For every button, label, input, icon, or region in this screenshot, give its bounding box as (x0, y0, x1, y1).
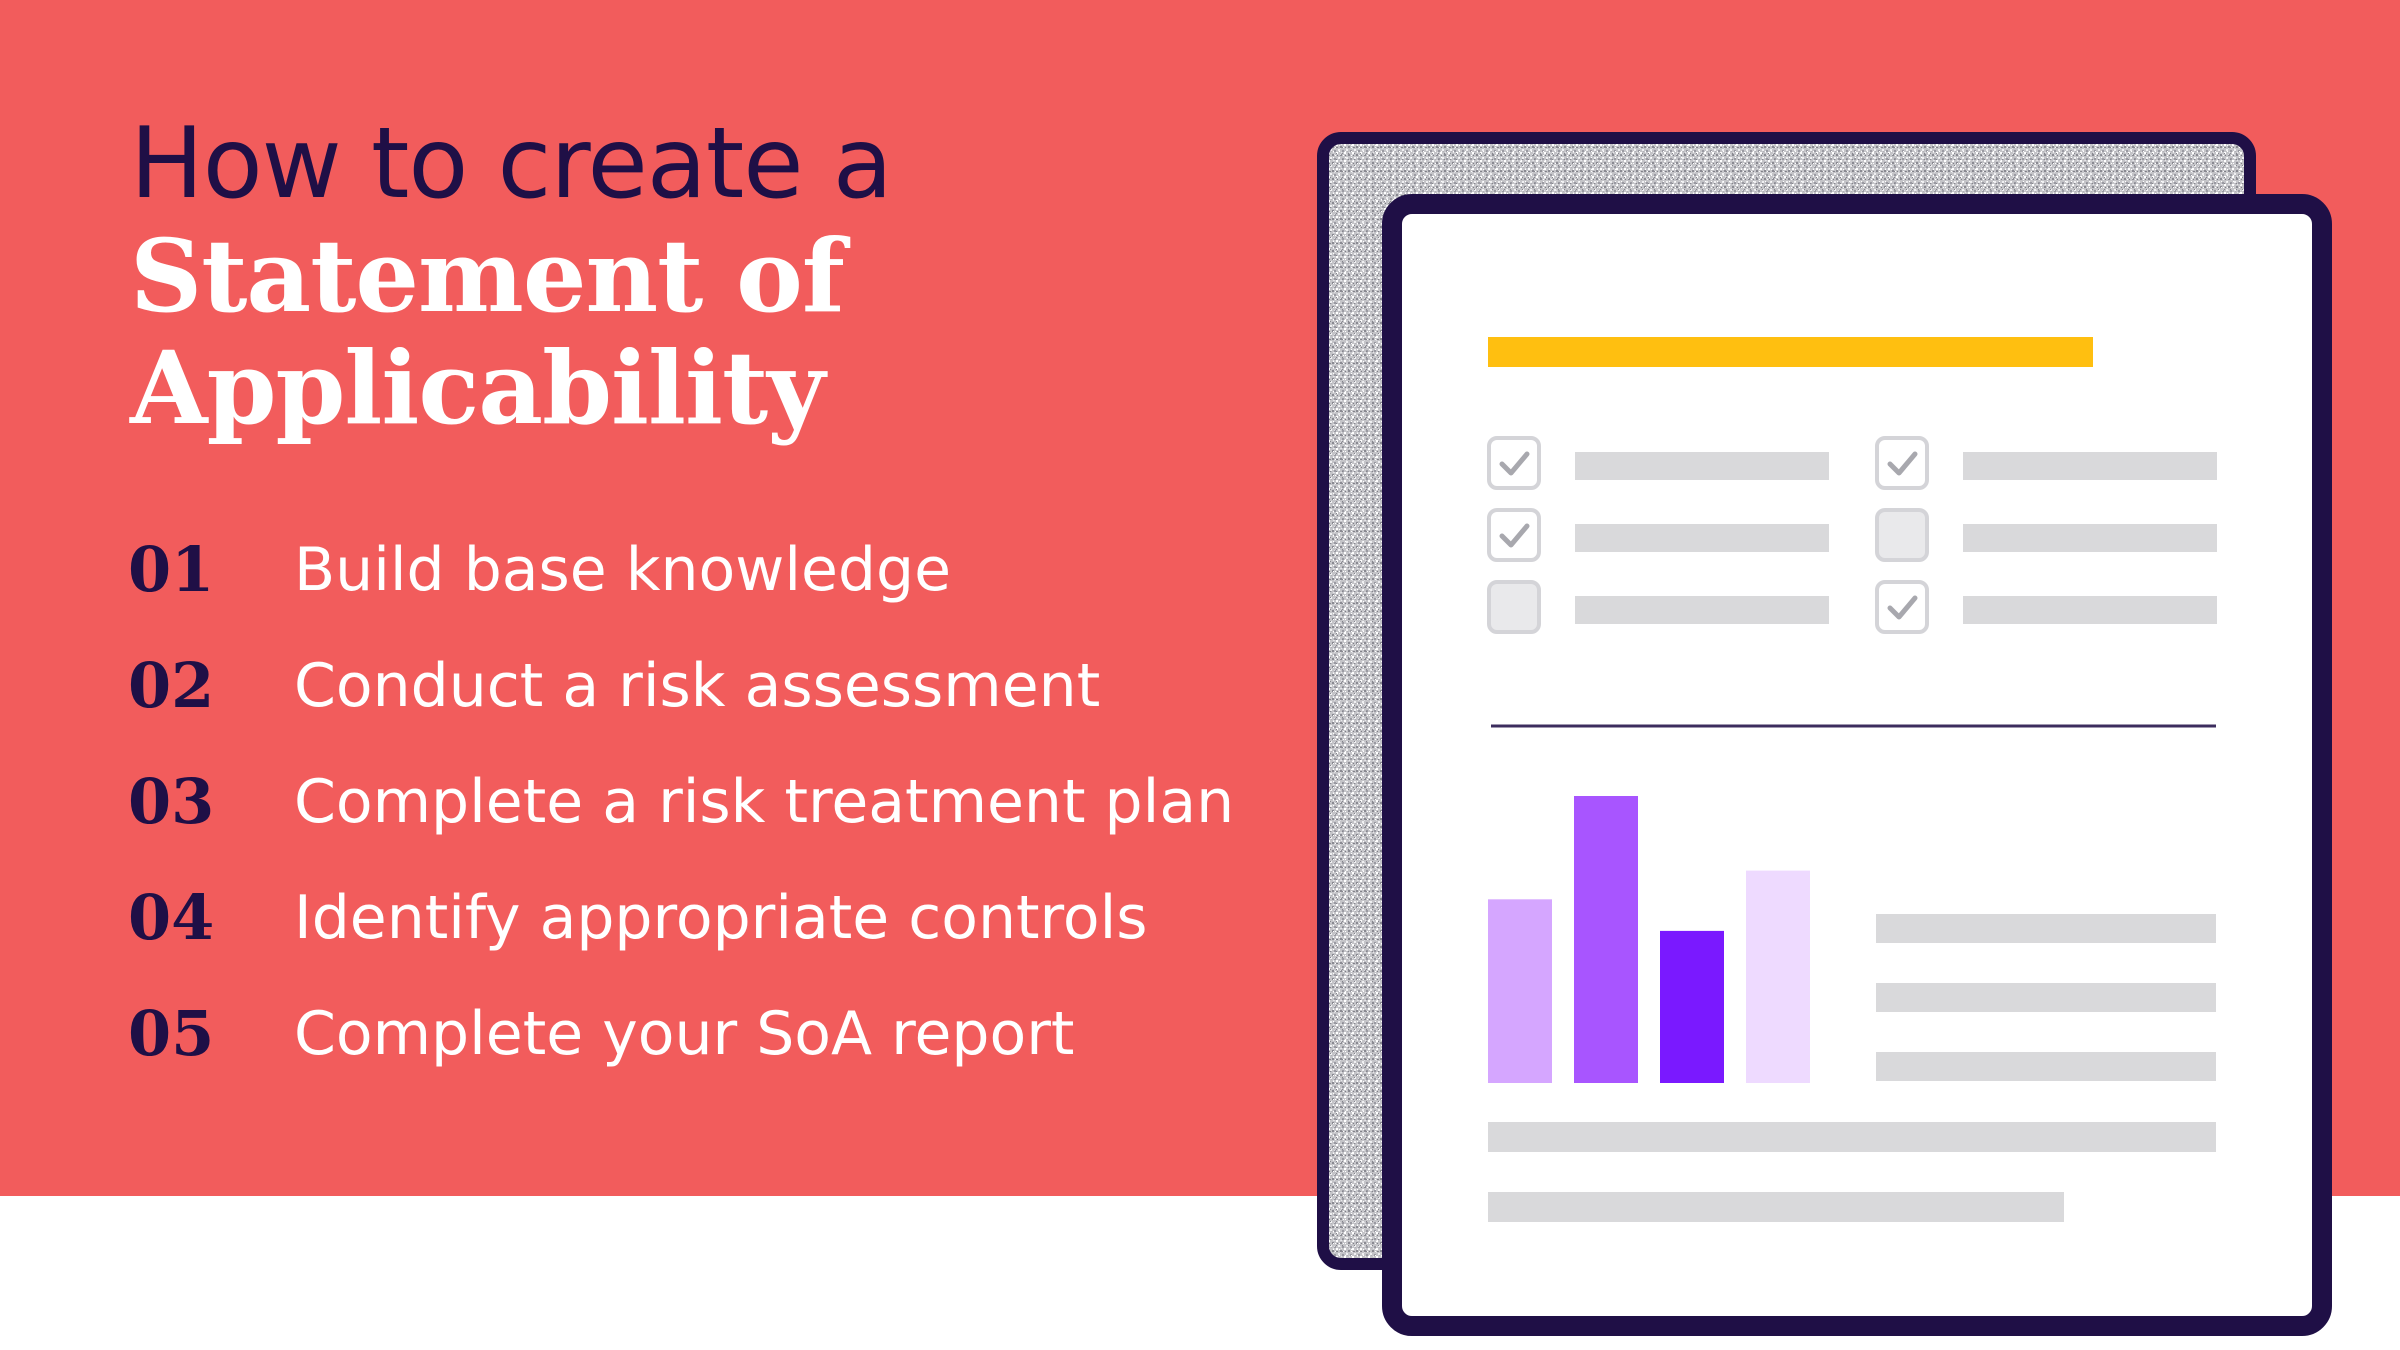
checklist-row (1875, 580, 2217, 634)
step-label: Identify appropriate controls (294, 883, 1148, 953)
checked-box-icon (1875, 580, 1929, 634)
text-placeholder (1488, 1192, 2064, 1222)
checked-box-icon (1875, 436, 1929, 490)
step-number: 05 (128, 997, 215, 1070)
empty-box-icon (1487, 580, 1541, 634)
checklist-text-placeholder (1963, 596, 2217, 624)
step-label: Conduct a risk assessment (294, 651, 1101, 721)
checklist-text-placeholder (1575, 524, 1829, 552)
step-label: Complete your SoA report (294, 999, 1075, 1069)
title-line-2: Statement of (130, 217, 845, 335)
text-placeholder (1488, 1122, 2216, 1152)
checked-box-icon (1487, 508, 1541, 562)
checklist (1487, 436, 2217, 634)
checklist-row (1875, 436, 2217, 490)
checked-box-icon (1487, 436, 1541, 490)
text-placeholder (1876, 983, 2216, 1012)
checklist-row (1487, 580, 1829, 634)
title-line-1: How to create a (130, 107, 893, 221)
step-number: 02 (128, 649, 215, 722)
checklist-text-placeholder (1575, 452, 1829, 480)
checklist-row (1487, 508, 1829, 562)
chart-bar (1660, 930, 1724, 1083)
checklist-text-placeholder (1963, 524, 2217, 552)
checklist-text-placeholder (1575, 596, 1829, 624)
step-number: 04 (128, 881, 215, 954)
text-placeholder (1876, 914, 2216, 943)
chart-bar (1488, 899, 1552, 1083)
chart-bar (1746, 870, 1810, 1083)
step-number: 01 (128, 533, 215, 606)
checklist-text-placeholder (1963, 452, 2217, 480)
step-label: Complete a risk treatment plan (294, 767, 1235, 837)
empty-box-icon (1875, 508, 1929, 562)
chart-bar (1574, 796, 1638, 1083)
document-title-bar (1488, 337, 2093, 367)
check-mark-icon (1887, 595, 1918, 620)
bar-chart (1488, 796, 1810, 1083)
check-mark-icon (1887, 451, 1918, 476)
front-page (1382, 194, 2332, 1336)
step-label: Build base knowledge (294, 535, 952, 605)
check-mark-icon (1499, 451, 1530, 476)
step-number: 03 (128, 765, 215, 838)
check-mark-icon (1499, 523, 1530, 548)
title-line-3: Applicability (130, 329, 825, 447)
checklist-row (1875, 508, 2217, 562)
checklist-row (1487, 436, 1829, 490)
text-placeholder (1876, 1052, 2216, 1081)
page-title: How to create a Statement of Applicabili… (130, 107, 893, 447)
